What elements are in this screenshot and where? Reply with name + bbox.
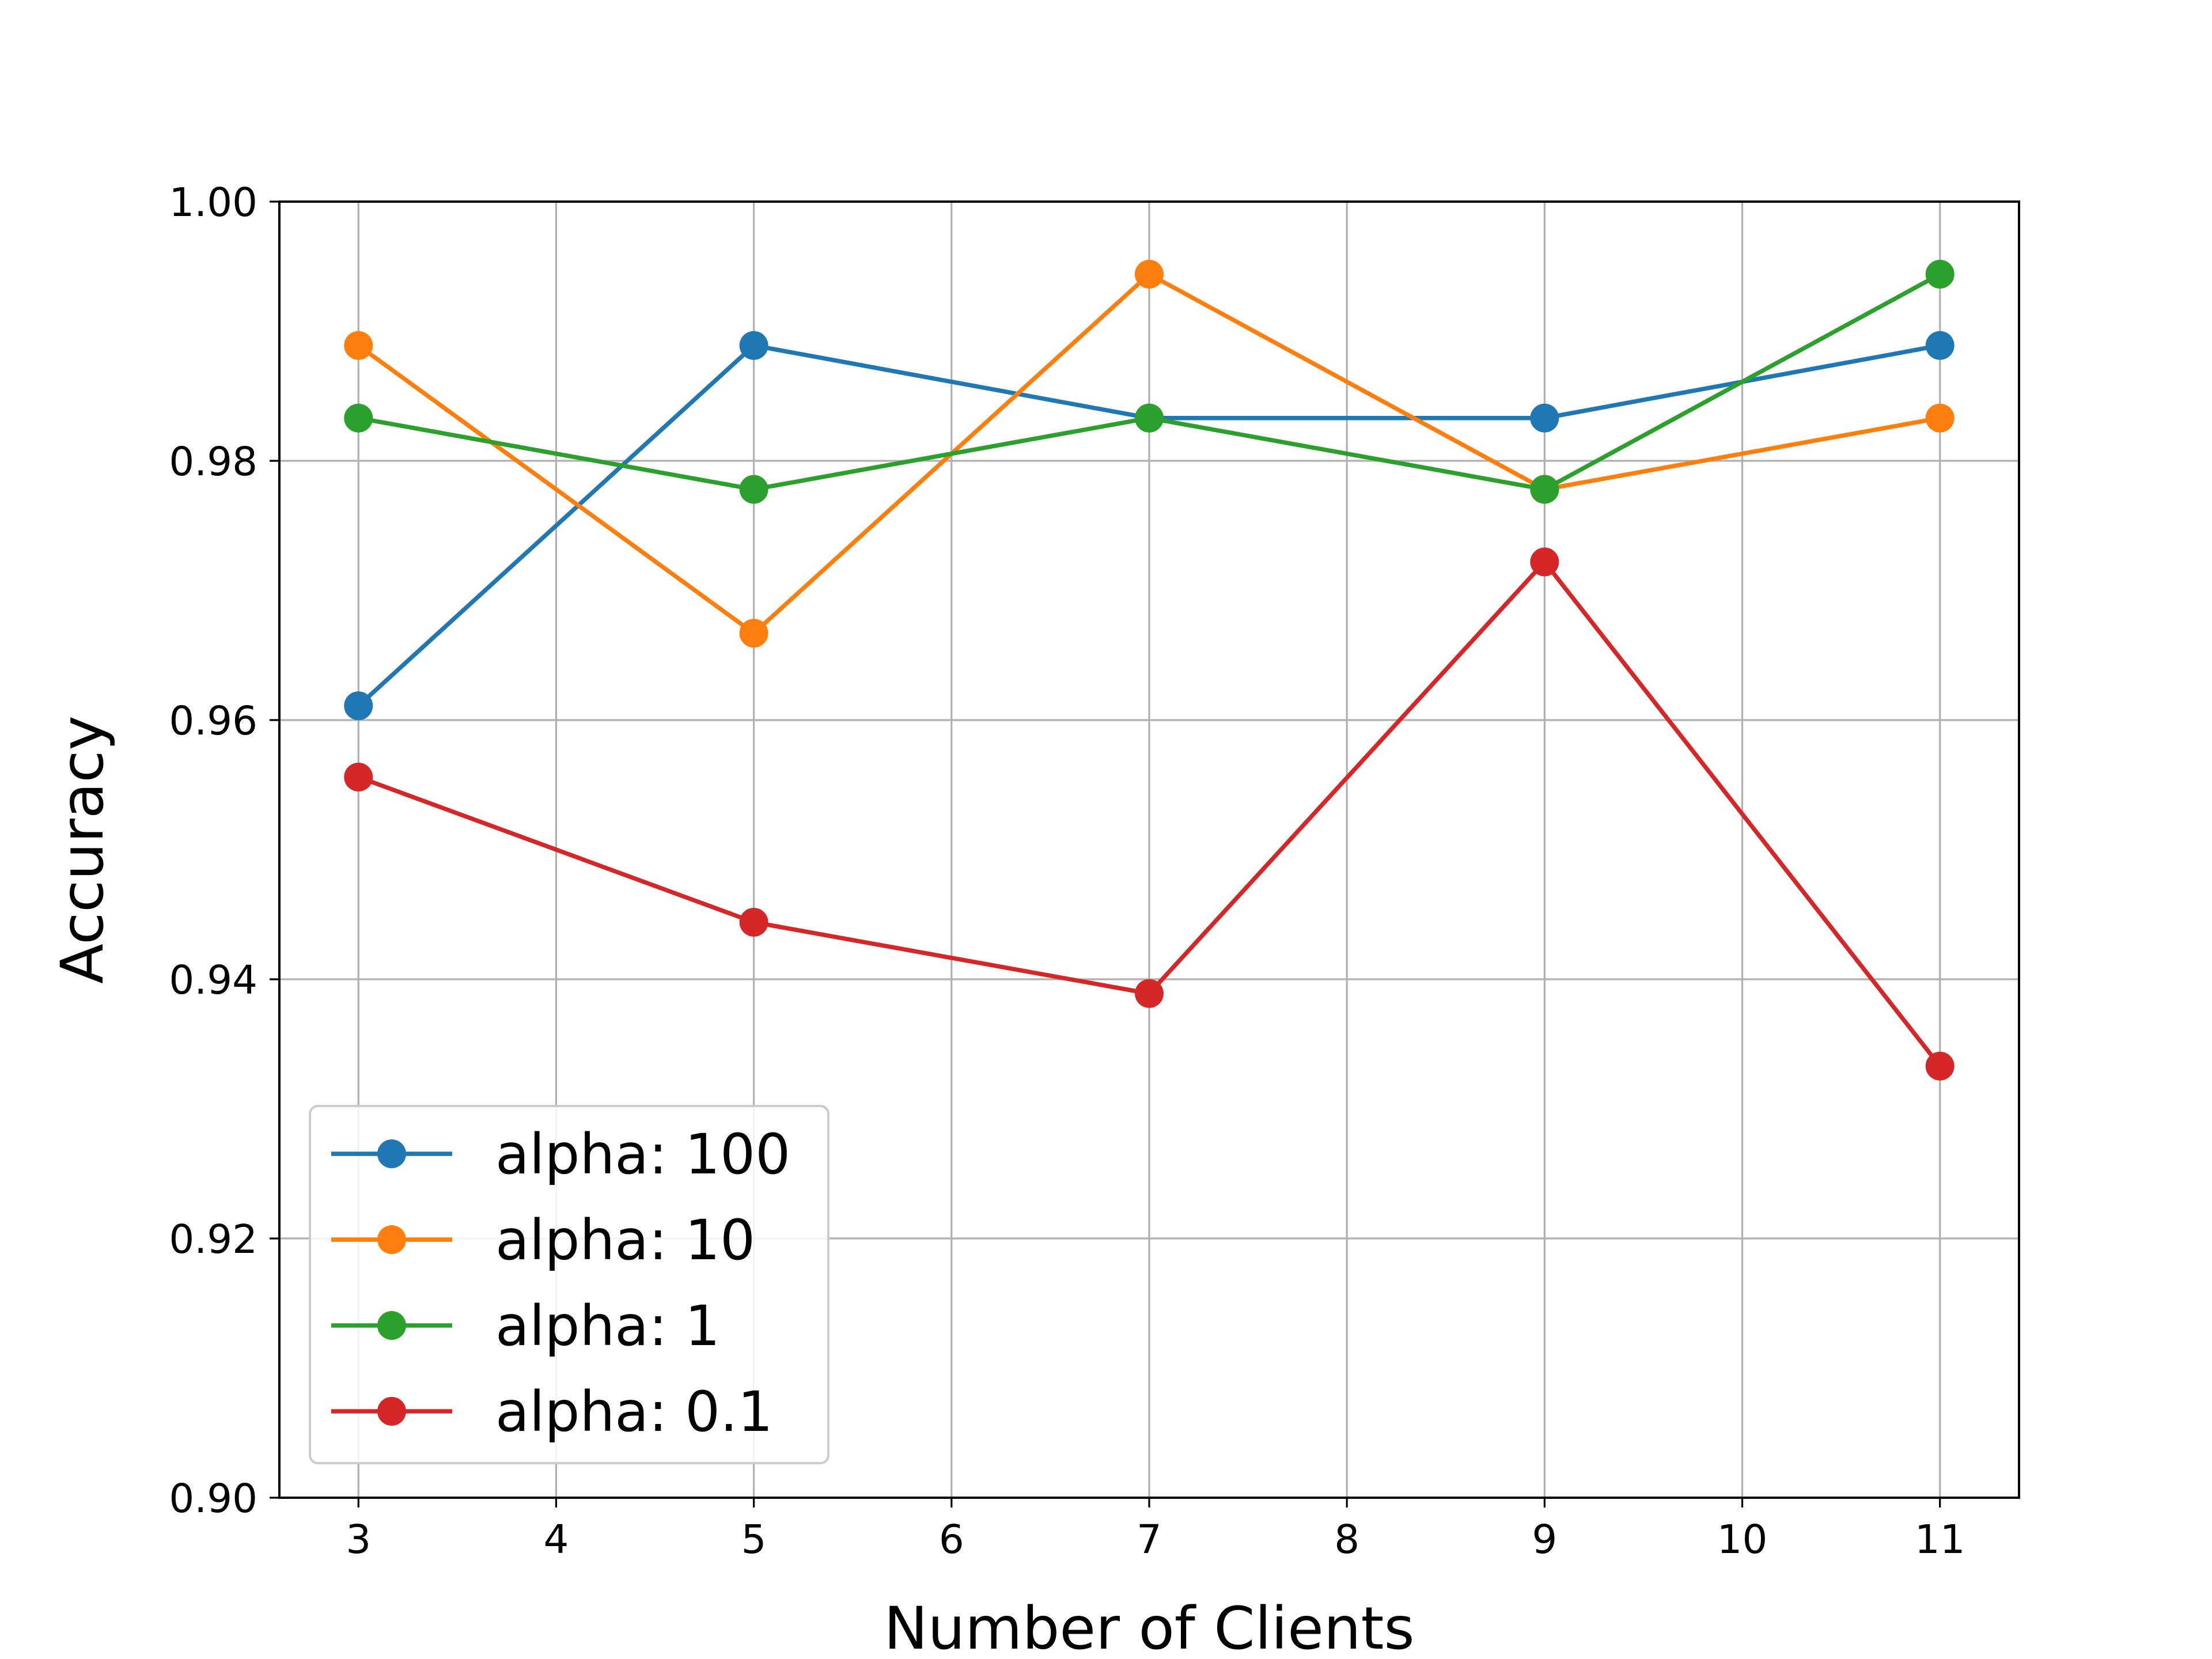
legend-swatch-marker bbox=[377, 1311, 406, 1340]
legend-label: alpha: 1 bbox=[495, 1294, 720, 1358]
data-point bbox=[1925, 331, 1955, 360]
y-tick-label: 0.92 bbox=[169, 1217, 257, 1263]
legend-item: alpha: 1 bbox=[331, 1294, 720, 1358]
x-tick-label: 6 bbox=[939, 1517, 964, 1563]
data-point bbox=[739, 908, 768, 937]
legend-label: alpha: 0.1 bbox=[495, 1380, 773, 1444]
data-point bbox=[1925, 260, 1955, 289]
data-point bbox=[1530, 403, 1559, 433]
x-tick-label: 7 bbox=[1137, 1517, 1162, 1563]
legend-label: alpha: 100 bbox=[495, 1122, 790, 1187]
data-point bbox=[344, 403, 373, 433]
y-axis-label: Accuracy bbox=[48, 715, 117, 984]
data-point bbox=[1925, 403, 1955, 433]
y-tick-label: 0.94 bbox=[169, 957, 257, 1003]
data-point bbox=[344, 763, 373, 791]
x-tick-label: 3 bbox=[346, 1517, 371, 1563]
data-point bbox=[1135, 979, 1164, 1008]
legend-swatch-marker bbox=[377, 1225, 406, 1254]
data-point bbox=[1925, 1051, 1955, 1081]
data-point bbox=[739, 331, 768, 360]
series-3 bbox=[344, 547, 1955, 1081]
x-tick-label: 4 bbox=[544, 1517, 569, 1563]
data-point bbox=[344, 331, 373, 360]
legend-item: alpha: 10 bbox=[331, 1208, 755, 1272]
y-tick-label: 0.98 bbox=[169, 439, 257, 485]
legend-item: alpha: 0.1 bbox=[331, 1380, 773, 1444]
legend-box bbox=[309, 1105, 830, 1464]
series-2 bbox=[344, 260, 1955, 504]
y-tick-label: 1.00 bbox=[169, 180, 257, 226]
x-tick-label: 9 bbox=[1532, 1517, 1557, 1563]
x-tick-label: 5 bbox=[741, 1517, 767, 1563]
series-layer bbox=[344, 260, 1955, 1081]
x-axis-label: Number of Clients bbox=[884, 1594, 1414, 1659]
legend-swatch-marker bbox=[377, 1397, 406, 1426]
data-point bbox=[1530, 547, 1559, 577]
x-tick-label: 10 bbox=[1717, 1517, 1768, 1563]
y-tick-label: 0.90 bbox=[169, 1476, 257, 1522]
data-point bbox=[1135, 403, 1164, 433]
y-tick-label: 0.96 bbox=[169, 698, 257, 744]
data-point bbox=[1135, 260, 1164, 289]
data-point bbox=[739, 619, 768, 648]
legend: alpha: 100 alpha: 10 alpha: 1 alpha: 0.1 bbox=[309, 1105, 830, 1464]
axis-ticks: 3 4 5 6 7 8 9 10 11 0.90 0.92 0.94 0.96 0.98 1.00 bbox=[169, 180, 1965, 1563]
legend-label: alpha: 10 bbox=[495, 1208, 755, 1272]
legend-swatch-marker bbox=[377, 1139, 406, 1168]
data-point bbox=[344, 691, 373, 721]
data-point bbox=[1530, 475, 1559, 504]
legend-item: alpha: 100 bbox=[331, 1122, 790, 1187]
x-tick-label: 8 bbox=[1334, 1517, 1359, 1563]
data-point bbox=[739, 475, 768, 504]
x-tick-label: 11 bbox=[1915, 1517, 1965, 1563]
